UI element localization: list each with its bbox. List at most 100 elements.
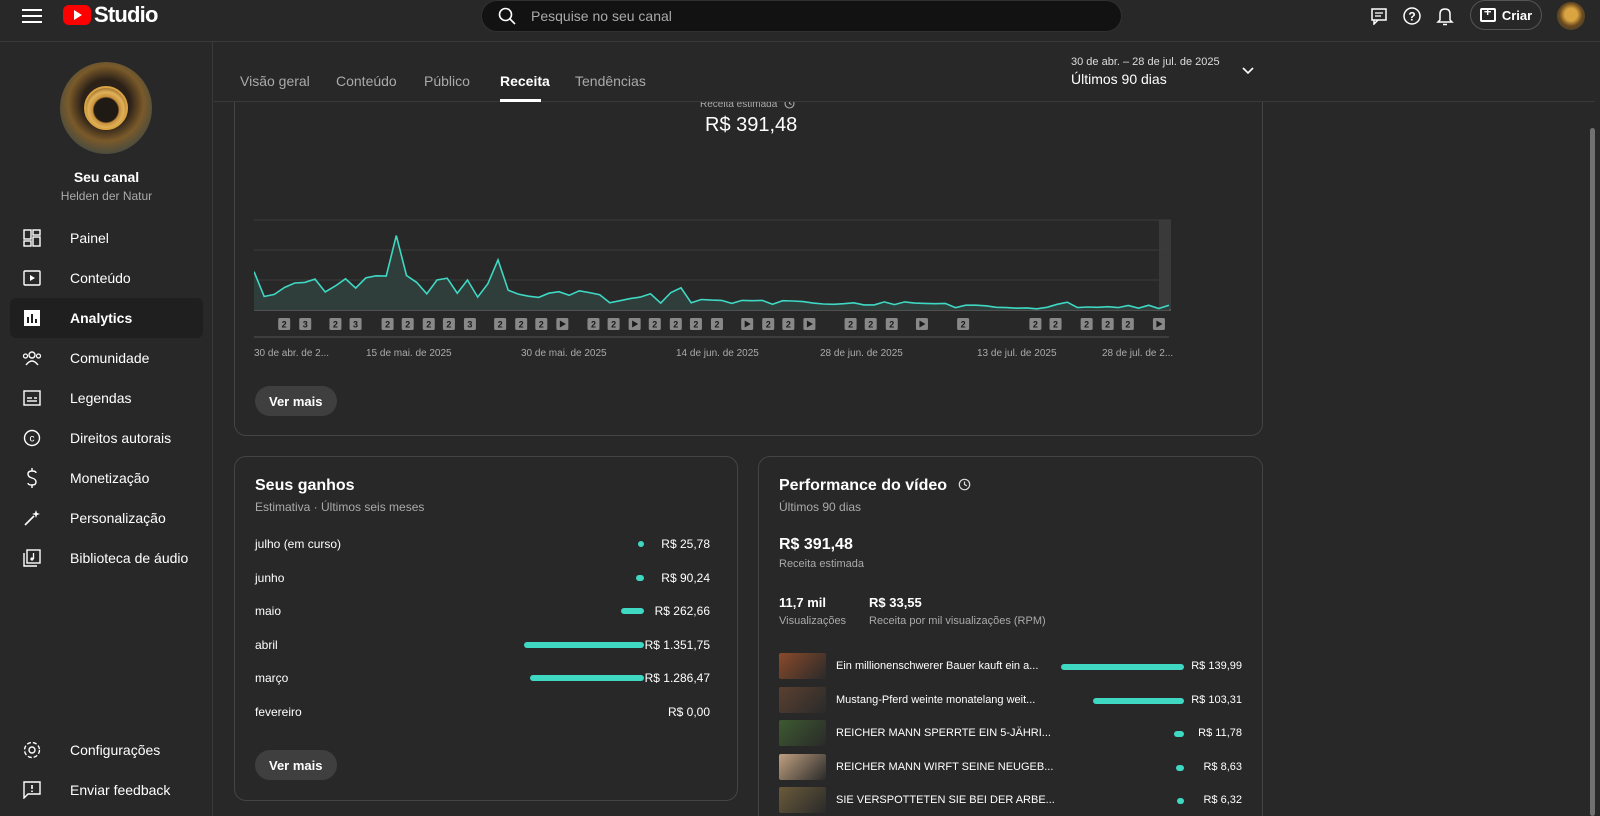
sidebar-item-label: Monetização	[70, 470, 150, 486]
video-thumbnail[interactable]	[779, 686, 826, 713]
sidebar-item-label: Comunidade	[70, 350, 150, 366]
video-count-marker	[442, 318, 455, 330]
video-row[interactable]: REICHER MANN WIRFT SEINE NEUGEB... R$ 8,6…	[779, 753, 1242, 780]
date-range-label[interactable]: Últimos 90 dias	[1071, 71, 1167, 87]
video-count-marker	[1029, 318, 1042, 330]
play-icon	[559, 320, 566, 328]
x-tick-label: 15 de mai. de 2025	[366, 348, 452, 359]
video-count-label: 3	[353, 320, 358, 330]
help-icon[interactable]: ?	[1401, 5, 1423, 27]
video-count-label: 2	[1105, 320, 1110, 330]
video-row[interactable]: Ein millionenschwerer Bauer kauft ein a.…	[779, 653, 1242, 679]
sidebar-item-painel[interactable]: Painel	[10, 218, 203, 258]
views-label: Visualizações	[779, 615, 847, 627]
video-count-label: 2	[652, 320, 657, 330]
earnings-more-button[interactable]: Ver mais	[255, 750, 337, 780]
sidebar-item-enviar-feedback[interactable]: Enviar feedback	[10, 770, 203, 810]
search-input[interactable]: Pesquise no seu canal	[531, 8, 672, 24]
video-count-marker	[1121, 318, 1134, 330]
rpm-label: Receita por mil visualizações (RPM)	[869, 615, 1046, 627]
video-count-marker	[1080, 318, 1093, 330]
x-tick-label: 28 de jun. de 2025	[820, 348, 903, 359]
sidebar-item-label: Analytics	[70, 310, 133, 326]
video-title[interactable]: REICHER MANN WIRFT SEINE NEUGEB...	[836, 760, 1054, 773]
settings-icon	[22, 740, 42, 760]
channel-subtitle: Helden der Natur	[60, 189, 153, 203]
search-icon[interactable]	[487, 7, 527, 25]
video-count-marker	[299, 318, 312, 330]
revenue-area	[254, 235, 1169, 310]
video-count-marker	[710, 318, 723, 330]
monetization-icon	[22, 468, 42, 488]
sidebar-item-direitos-autorais[interactable]: c Direitos autorais	[10, 418, 203, 458]
video-revenue-value: R$ 103,31	[1191, 693, 1242, 706]
video-revenue-value: R$ 8,63	[1203, 760, 1242, 773]
video-title[interactable]: Mustang-Pferd weinte monatelang weit...	[836, 693, 1036, 706]
video-thumbnail[interactable]	[779, 753, 826, 780]
video-count-marker	[689, 318, 702, 330]
sidebar-item-label: Enviar feedback	[70, 782, 171, 798]
current-period-band	[1159, 220, 1171, 310]
revenue-more-button[interactable]: Ver mais	[255, 386, 337, 416]
sidebar-item-biblioteca-de-audio[interactable]: Biblioteca de áudio	[10, 538, 203, 578]
video-count-label: 2	[385, 320, 390, 330]
copyright-icon: c	[22, 428, 42, 448]
tab-tendencias[interactable]: Tendências	[575, 73, 646, 89]
sidebar-item-legendas[interactable]: Legendas	[10, 378, 203, 418]
studio-logo[interactable]: Studio	[63, 2, 158, 28]
channel-avatar[interactable]	[60, 62, 152, 154]
create-button[interactable]: Criar	[1470, 0, 1542, 30]
earnings-row: julho (em curso) R$ 25,78	[255, 535, 710, 555]
sidebar-item-personalizacao[interactable]: Personalização	[10, 498, 203, 538]
video-row[interactable]: Mustang-Pferd weinte monatelang weit... R…	[779, 686, 1242, 713]
tab-publico[interactable]: Público	[424, 73, 470, 89]
sidebar-item-analytics[interactable]: Analytics	[10, 298, 203, 338]
video-count-marker	[329, 318, 342, 330]
video-count-marker	[1049, 318, 1062, 330]
sidebar-nav: Painel Conteúdo Analytics Comunidade Leg…	[10, 218, 203, 578]
date-range-text[interactable]: 30 de abr. – 28 de jul. de 2025	[1071, 56, 1220, 68]
video-count-marker	[864, 318, 877, 330]
tab-conteudo[interactable]: Conteúdo	[336, 73, 397, 89]
chevron-down-icon[interactable]	[1240, 63, 1256, 79]
account-avatar[interactable]	[1557, 2, 1585, 30]
sidebar-item-comunidade[interactable]: Comunidade	[10, 338, 203, 378]
video-thumbnail[interactable]	[779, 720, 826, 746]
video-count-label: 2	[405, 320, 410, 330]
video-count-marker	[515, 318, 528, 330]
video-thumbnail[interactable]	[779, 787, 826, 813]
video-title[interactable]: Ein millionenschwerer Bauer kauft ein a.…	[836, 660, 1039, 672]
x-tick-label: 30 de mai. de 2025	[521, 348, 607, 359]
search-box[interactable]: Pesquise no seu canal	[481, 0, 1122, 32]
video-count-label: 2	[766, 320, 771, 330]
video-row[interactable]: SIE VERSPOTTETEN SIE BEI DER ARBE... R$ 6…	[779, 787, 1242, 813]
video-title[interactable]: SIE VERSPOTTETEN SIE BEI DER ARBE...	[836, 794, 1055, 806]
channel-name: Seu canal	[73, 169, 140, 185]
tab-visao-geral[interactable]: Visão geral	[240, 73, 310, 89]
video-row[interactable]: REICHER MANN SPERRTE EIN 5-JÄHRI... R$ 11…	[779, 720, 1242, 746]
messages-icon[interactable]	[1368, 5, 1390, 27]
earnings-row: fevereiro R$ 0,00	[255, 703, 710, 723]
page-scrollbar[interactable]	[1590, 128, 1595, 816]
create-icon	[1479, 4, 1496, 22]
menu-icon[interactable]	[22, 6, 42, 26]
video-count-marker	[349, 318, 362, 330]
sidebar-item-label: Configurações	[70, 742, 161, 758]
video-title[interactable]: REICHER MANN SPERRTE EIN 5-JÄHRI...	[836, 727, 1051, 739]
earnings-value: R$ 90,24	[661, 570, 710, 585]
video-thumbnail[interactable]	[779, 653, 826, 679]
notifications-icon[interactable]	[1434, 5, 1456, 27]
video-count-marker	[885, 318, 898, 330]
video-count-marker	[535, 318, 548, 330]
video-count-label: 2	[693, 320, 698, 330]
video-count-marker	[669, 318, 682, 330]
tab-bar: Visão geral Conteúdo Público Receita Ten…	[214, 42, 1595, 102]
tab-receita[interactable]: Receita	[500, 73, 550, 89]
performance-revenue-value: R$ 391,48	[779, 536, 853, 553]
video-count-marker	[278, 318, 291, 330]
svg-text:?: ?	[1408, 10, 1415, 24]
sidebar-item-monetizacao[interactable]: Monetização	[10, 458, 203, 498]
sidebar-item-configuracoes[interactable]: Configurações	[10, 730, 203, 770]
sidebar-item-conteudo[interactable]: Conteúdo	[10, 258, 203, 298]
x-tick-label: 28 de jul. de 2...	[1102, 348, 1173, 359]
